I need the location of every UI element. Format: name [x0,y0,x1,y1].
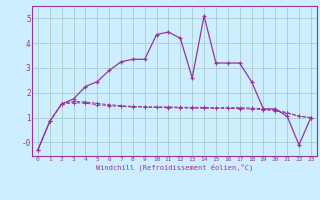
X-axis label: Windchill (Refroidissement éolien,°C): Windchill (Refroidissement éolien,°C) [96,164,253,171]
